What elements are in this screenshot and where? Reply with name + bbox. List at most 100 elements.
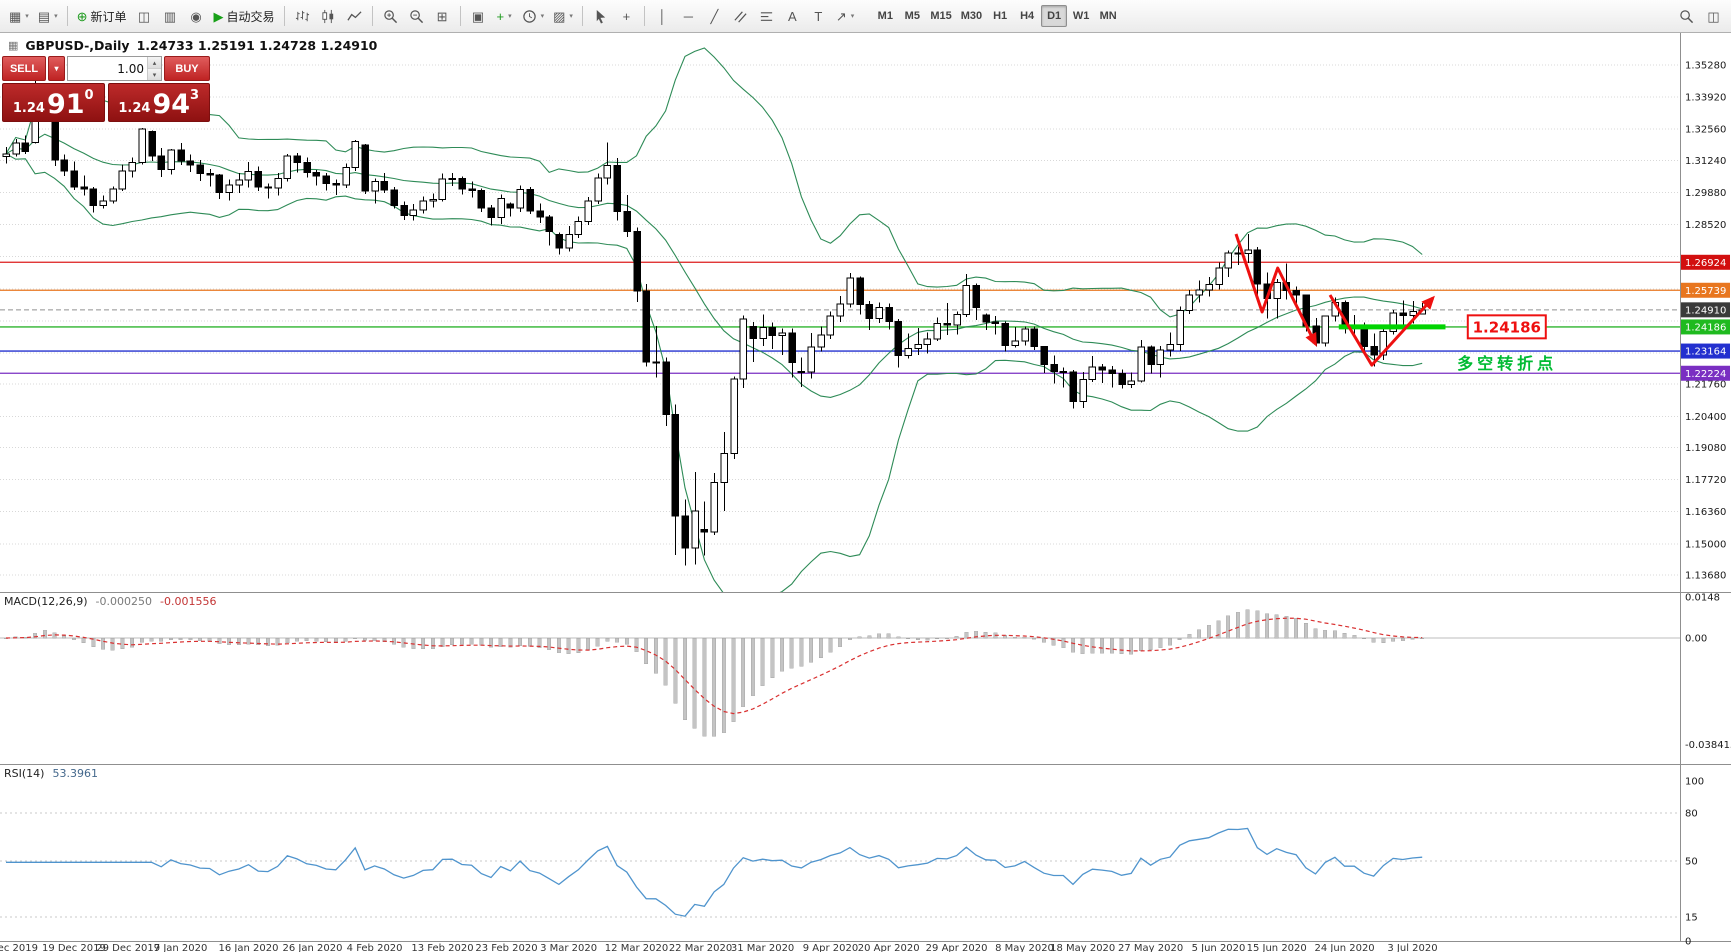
text-button[interactable]: A [780, 4, 805, 29]
fibonacci-button[interactable] [754, 4, 779, 29]
timeframe-d1-button[interactable]: D1 [1041, 5, 1068, 27]
trend-arrow-2[interactable] [1328, 294, 1435, 367]
candlestick-series[interactable] [2, 68, 1426, 566]
line-chart-button[interactable] [342, 4, 367, 29]
channel-icon [733, 9, 748, 24]
bar-chart-button[interactable] [290, 4, 315, 29]
macd-main-value: -0.000250 [95, 595, 153, 608]
price-badge-1.22224 [1681, 365, 1730, 381]
label-icon: T [814, 8, 823, 24]
toolbar-right-buttons: ◫ [1674, 4, 1726, 29]
trend-arrow-1[interactable] [1234, 233, 1317, 347]
trendline-button[interactable]: ╱ [702, 4, 727, 29]
rsi-panel[interactable] [0, 812, 1680, 918]
price-axis-label: 1.32560 [1685, 125, 1726, 136]
profiles-icon: ▤ [37, 8, 51, 24]
new-order-icon: ⊕ [76, 8, 88, 24]
alerts-icon: ◉ [190, 8, 202, 24]
timeframe-m5-button[interactable]: M5 [899, 5, 925, 27]
time-axis-label: 16 Jan 2020 [219, 943, 279, 952]
search-icon [1679, 9, 1694, 24]
annotation-note-text[interactable]: 多空转折点 [1457, 354, 1557, 373]
sell-price-pips: 91 [46, 89, 85, 120]
cursor-button[interactable] [588, 4, 613, 29]
main-chart-area[interactable]: 1.24186 多空转折点 [0, 47, 1680, 598]
buy-price-tile[interactable]: 1.24 94 3 [107, 83, 210, 122]
sell-button[interactable]: SELL [2, 56, 46, 81]
horizontal-line-button[interactable]: ─ [676, 4, 701, 29]
timeframe-h4-button[interactable]: H4 [1014, 5, 1040, 27]
grid [0, 64, 1680, 576]
time-axis-label: 8 May 2020 [995, 943, 1054, 952]
profiles-button[interactable]: ▤ ▾ [34, 4, 62, 29]
new-order-button[interactable]: ⊕ 新订单 [73, 4, 131, 29]
text-icon: A [788, 8, 797, 24]
sell-price-tile[interactable]: 1.24 91 0 [2, 83, 105, 122]
time-axis-label: 10 Dec 2019 [0, 943, 38, 952]
strategy-tester-button[interactable]: ▥ [158, 4, 183, 29]
zoom-in-button[interactable] [378, 4, 403, 29]
timeframe-mn-button[interactable]: MN [1095, 5, 1121, 27]
timeframe-m1-button[interactable]: M1 [872, 5, 898, 27]
rsi-indicator-label: RSI(14) 53.3961 [4, 767, 98, 780]
new-chart-icon: ▦ [9, 8, 22, 24]
crosshair-button[interactable]: + [614, 4, 639, 29]
time-axis-label: 15 Jun 2020 [1247, 943, 1307, 952]
time-axis-label: 29 Apr 2020 [926, 943, 988, 952]
time-axis-label: 26 Jan 2020 [283, 943, 343, 952]
timeframe-m30-button[interactable]: M30 [957, 5, 986, 27]
timeframe-m15-button[interactable]: M15 [926, 5, 955, 27]
price-axis-label: 1.33920 [1685, 93, 1726, 104]
periods-button[interactable]: ▾ [518, 4, 549, 29]
drawings[interactable]: 1.24186 多空转折点 [1234, 233, 1557, 373]
buy-price-point: 3 [190, 88, 200, 103]
price-tag-box[interactable] [1466, 314, 1547, 340]
ohlc-values-label: 1.24733 1.25191 1.24728 1.24910 [136, 38, 378, 53]
zoom-out-icon [409, 9, 424, 24]
buy-button[interactable]: BUY [164, 56, 210, 81]
time-axis-label: 20 Apr 2020 [858, 943, 920, 952]
price-axis-label: 1.20400 [1685, 412, 1726, 423]
auto-arrange-button[interactable]: ▣ [466, 4, 491, 29]
terminal-window-button[interactable]: ◫ [132, 4, 157, 29]
auto-arrange-icon: ▣ [471, 8, 485, 24]
volume-increase-button[interactable]: ▴ [148, 57, 161, 69]
price-axis-label: 1.15000 [1685, 539, 1726, 550]
timeframe-h1-button[interactable]: H1 [987, 5, 1013, 27]
price-badge-1.24186 [1681, 319, 1730, 335]
alerts-button[interactable]: ◉ [184, 4, 209, 29]
channel-button[interactable] [728, 4, 753, 29]
price-badge-label: 1.25739 [1685, 286, 1726, 297]
macd-signal-value: -0.001556 [160, 595, 217, 608]
zoom-out-button[interactable] [404, 4, 429, 29]
popup-prices-button[interactable]: ◫ [1701, 4, 1726, 29]
axes[interactable]: 1.35280 1.33920 1.32560 1.31240 1.29880 1.285… [0, 33, 1731, 952]
volume-input[interactable] [67, 56, 162, 81]
volume-decrease-button[interactable]: ▾ [148, 69, 161, 80]
new-chart-button[interactable]: ▦ ▾ [5, 4, 33, 29]
cursor-icon [593, 9, 608, 24]
templates-button[interactable]: ▨ ▾ [549, 4, 577, 29]
time-axis-label: 27 May 2020 [1118, 943, 1183, 952]
indicators-icon: + [496, 8, 505, 24]
vertical-line-button[interactable]: │ [650, 4, 675, 29]
indicators-button[interactable]: + ▾ [492, 4, 517, 29]
templates-icon: ▨ [553, 8, 566, 24]
timeframe-w1-button[interactable]: W1 [1068, 5, 1094, 27]
shapes-button[interactable]: ↗ ▾ [832, 4, 858, 29]
trade-options-button[interactable]: ▾ [48, 56, 65, 81]
volume-spinner: ▴ ▾ [147, 57, 161, 80]
price-axis-label: 1.35280 [1685, 61, 1726, 72]
tile-windows-button[interactable]: ⊞ [430, 4, 455, 29]
chart-icon: ▦ [8, 39, 19, 52]
label-button[interactable]: T [806, 4, 831, 29]
macd-panel[interactable] [0, 609, 1680, 737]
chevron-down-icon: ▾ [54, 13, 58, 20]
vertical-line-icon: │ [658, 8, 667, 24]
search-button[interactable] [1674, 4, 1699, 29]
rsi-axis-label: 0 [1685, 937, 1691, 948]
auto-trading-button[interactable]: ▶ 自动交易 [210, 4, 279, 29]
price-axis-label: 1.13680 [1685, 570, 1726, 581]
candlestick-chart-button[interactable] [316, 4, 341, 29]
